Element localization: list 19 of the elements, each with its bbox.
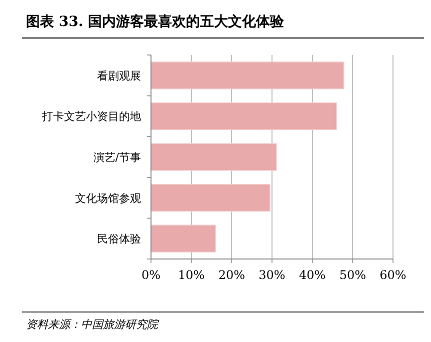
bar (150, 62, 344, 90)
x-tick-label: 40% (298, 268, 326, 282)
x-tick-label: 10% (178, 268, 205, 282)
bar (150, 102, 337, 130)
x-tick-label: 20% (218, 268, 246, 282)
x-tick-label: 0% (141, 268, 161, 282)
x-tick-label: 50% (339, 268, 366, 282)
text: 资料来源：中国旅游研究院 (26, 318, 160, 331)
y-tick-label: 文化场馆参观 (75, 192, 141, 205)
y-tick-label: 演艺/节事 (93, 151, 141, 164)
y-tick-label: 打卡文艺小资目的地 (41, 110, 141, 124)
y-tick-label: 看剧观展 (97, 69, 141, 82)
x-tick-label: 60% (380, 268, 406, 282)
y-tick-label: 民俗体验 (97, 232, 141, 246)
bar (150, 143, 277, 171)
x-tick-label: 30% (258, 268, 286, 282)
bar (150, 224, 216, 252)
chart-title: 图表 33. 国内游客最喜欢的五大文化体验 (26, 13, 286, 30)
bar (150, 184, 270, 212)
